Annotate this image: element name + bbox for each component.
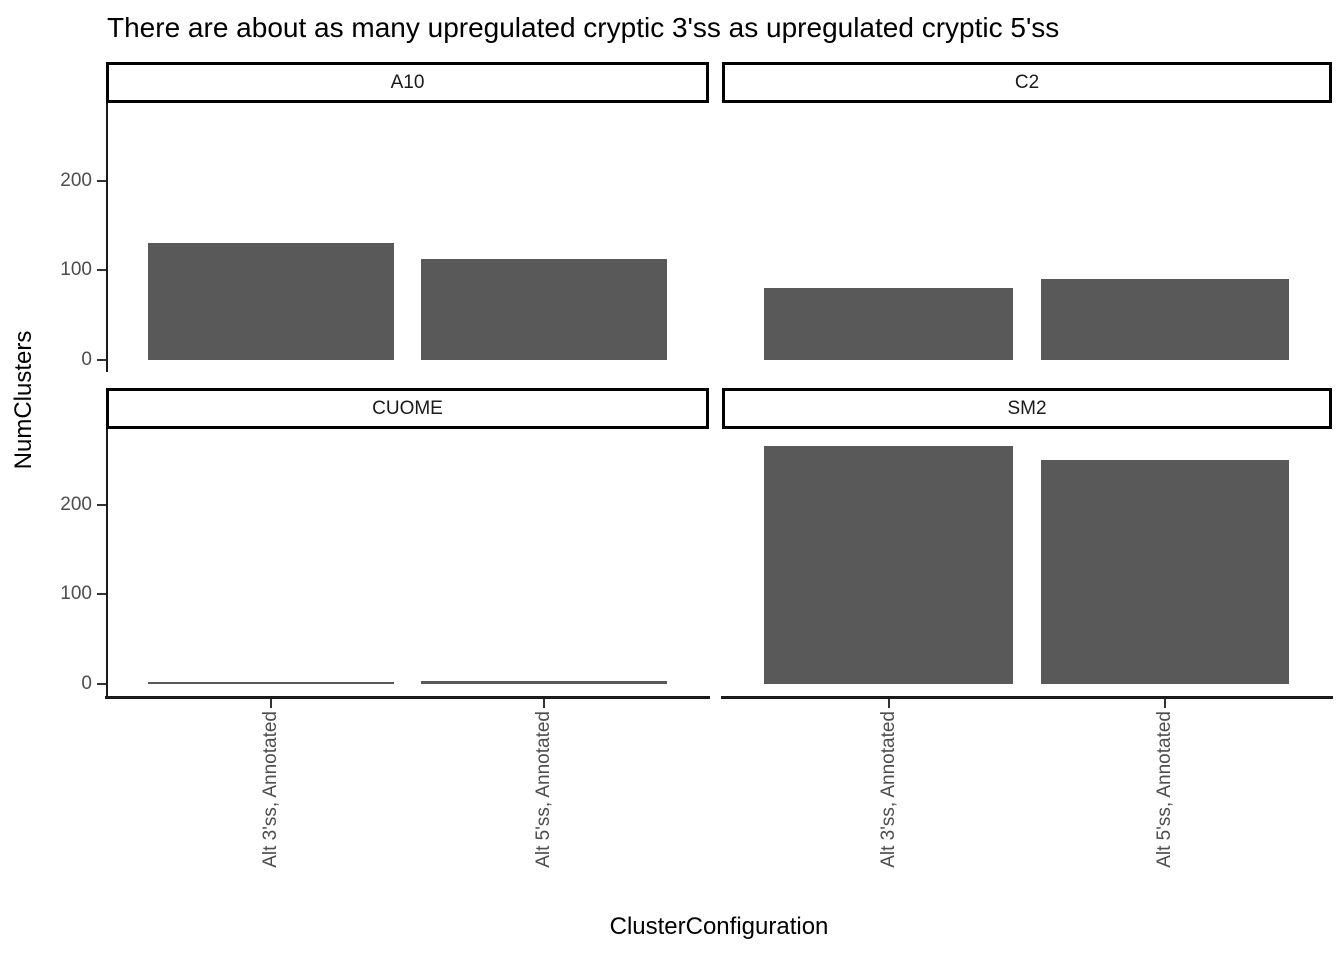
y-tick — [97, 503, 106, 506]
y-axis-line — [106, 103, 108, 372]
bar-C2-Alt 3'ss, Annotated — [764, 288, 1014, 360]
facet-panel-C2 — [723, 103, 1331, 372]
y-tick — [97, 593, 106, 596]
y-axis-line — [106, 429, 108, 696]
bar-CUOME-Alt 3'ss, Annotated — [147, 682, 394, 684]
x-tick — [887, 699, 890, 708]
facet-panel-CUOME: 0 100 200 Alt 3'ss, Annotated Alt 5'ss, Anno… — [60, 429, 710, 868]
bar-SM2-Alt 3'ss, Annotated — [764, 446, 1014, 684]
y-tick-label: 0 — [81, 673, 92, 694]
bar-C2-Alt 5'ss, Annotated — [1040, 279, 1290, 360]
facet-panel-SM2: Alt 3'ss, Annotated Alt 5'ss, Annotated — [721, 429, 1333, 868]
y-tick — [97, 179, 106, 182]
y-tick-label: 100 — [60, 583, 92, 605]
x-tick-label: Alt 5'ss, Annotated — [1154, 711, 1176, 868]
facet-strip-label: A10 — [390, 71, 425, 93]
x-tick-label: Alt 3'ss, Annotated — [877, 711, 899, 868]
y-tick-label: 200 — [60, 169, 92, 191]
y-tick-label: 0 — [81, 349, 92, 370]
facet-strip-A10: A10 — [106, 62, 709, 103]
x-axis-line — [105, 696, 710, 699]
x-tick — [1164, 699, 1167, 708]
facet-strip-SM2: SM2 — [722, 388, 1332, 429]
x-tick — [543, 699, 546, 708]
bar-SM2-Alt 5'ss, Annotated — [1040, 459, 1290, 684]
facet-strip-label: C2 — [1014, 71, 1040, 93]
facet-strip-label: SM2 — [1007, 397, 1047, 419]
facet-strip-C2: C2 — [722, 62, 1332, 103]
bar-CUOME-Alt 5'ss, Annotated — [421, 681, 667, 684]
facet-strip-label: CUOME — [372, 397, 443, 419]
x-axis-title: ClusterConfiguration — [609, 913, 829, 940]
facet-panel-A10: 0 100 200 — [60, 103, 708, 372]
y-tick-label: 200 — [60, 493, 92, 515]
y-tick — [97, 683, 106, 685]
x-axis-line — [721, 696, 1333, 699]
y-axis-title: NumClusters — [10, 330, 37, 470]
y-tick — [97, 359, 106, 361]
facet-strip-CUOME: CUOME — [106, 388, 709, 429]
x-tick-label: Alt 5'ss, Annotated — [533, 711, 555, 868]
plot-title: There are about as many upregulated cryp… — [107, 12, 1060, 43]
bar-A10-Alt 5'ss, Annotated — [421, 258, 667, 360]
y-tick-label: 100 — [60, 259, 92, 281]
bar-A10-Alt 3'ss, Annotated — [147, 243, 394, 360]
y-tick — [97, 269, 106, 272]
x-tick — [269, 699, 272, 708]
x-tick-label: Alt 3'ss, Annotated — [259, 711, 281, 868]
